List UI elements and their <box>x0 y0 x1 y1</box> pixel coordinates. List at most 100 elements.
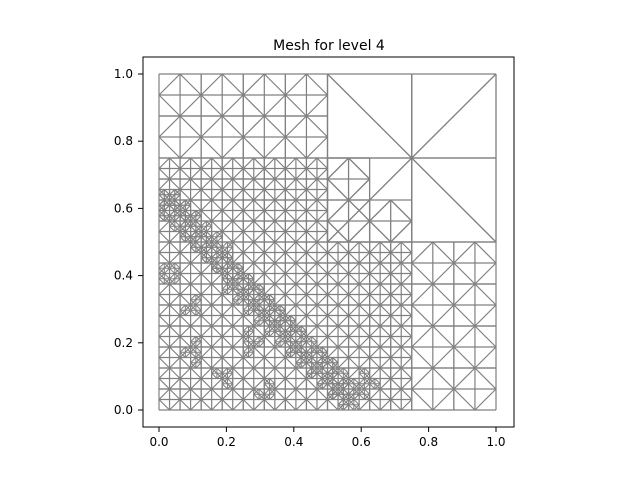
mesh-edge <box>290 315 297 322</box>
mesh-edge <box>242 178 255 190</box>
mesh-edge <box>474 367 497 390</box>
mesh-edge <box>353 399 360 406</box>
mesh-edge <box>411 346 434 369</box>
mesh-edge <box>200 378 213 390</box>
mesh-edge <box>358 393 365 400</box>
mesh-edge <box>316 346 323 353</box>
mesh-edge <box>369 273 381 285</box>
mesh-edge <box>179 262 192 274</box>
mesh-edge <box>232 378 244 390</box>
mesh-edge <box>369 252 381 264</box>
mesh-edge <box>221 325 234 337</box>
mesh-edge <box>306 304 318 316</box>
mesh-edge <box>195 294 202 301</box>
mesh-edge <box>306 241 318 253</box>
mesh-edge <box>279 325 286 332</box>
mesh-edge <box>195 304 202 311</box>
mesh-edge <box>295 346 302 353</box>
mesh-edge <box>269 294 276 301</box>
mesh-edge <box>263 299 270 306</box>
mesh-edge <box>348 220 371 243</box>
mesh-edge <box>158 294 170 306</box>
mesh-edge <box>200 73 223 96</box>
mesh-edge <box>332 393 339 400</box>
mesh-edge <box>221 336 234 348</box>
mesh-edge <box>216 267 223 274</box>
mesh-edge <box>342 393 349 400</box>
mesh-edge <box>411 367 434 390</box>
mesh-edge <box>158 273 165 280</box>
mesh-edge <box>327 73 413 159</box>
mesh-edge <box>332 372 339 379</box>
x-tick-label: 0.8 <box>419 435 438 449</box>
mesh-edge <box>237 283 244 290</box>
mesh-edge <box>158 157 170 169</box>
mesh-edge <box>306 262 318 274</box>
mesh-edge <box>306 367 313 374</box>
mesh-edge <box>432 283 455 306</box>
mesh-edge <box>242 252 255 264</box>
mesh-edge <box>269 304 276 311</box>
mesh-edge <box>158 304 170 316</box>
mesh-edge <box>348 399 355 406</box>
mesh-edge <box>232 220 244 232</box>
mesh-edge <box>295 252 307 264</box>
mesh-edge <box>411 157 497 243</box>
mesh-edge <box>200 241 207 248</box>
mesh-edge <box>358 399 371 411</box>
mesh-edge <box>242 330 249 337</box>
mesh-edge <box>400 241 413 253</box>
mesh-edge <box>211 315 223 327</box>
mesh-edge <box>248 309 255 316</box>
mesh-edge <box>184 351 191 358</box>
mesh-edge <box>342 388 349 395</box>
mesh-edge <box>306 399 318 411</box>
mesh-edge <box>242 351 249 358</box>
mesh-edge <box>263 357 276 369</box>
mesh-edge <box>190 351 197 358</box>
mesh-edge <box>190 367 202 379</box>
mesh-edge <box>400 252 413 264</box>
mesh-edge <box>190 283 202 295</box>
mesh-edge <box>279 330 286 337</box>
mesh-edge <box>169 220 176 227</box>
mesh-edge <box>242 299 249 306</box>
mesh-edge <box>216 262 223 269</box>
mesh-edge <box>242 283 249 290</box>
mesh-edge <box>248 341 255 348</box>
mesh-edge <box>295 388 307 400</box>
mesh-edge <box>253 168 265 180</box>
mesh-edge <box>221 241 228 248</box>
mesh-edge <box>311 362 318 369</box>
mesh-edge <box>232 267 239 274</box>
mesh-edge <box>284 378 297 390</box>
mesh-edge <box>285 320 291 327</box>
mesh-edge <box>279 315 286 322</box>
mesh-edge <box>200 262 213 274</box>
mesh-edge <box>311 372 318 379</box>
mesh-edge <box>379 252 392 264</box>
mesh-edge <box>221 246 228 253</box>
mesh-edge <box>237 288 244 295</box>
mesh-edge <box>232 168 244 180</box>
mesh-edge <box>174 215 181 222</box>
mesh-edge <box>195 351 202 358</box>
mesh-edge <box>400 262 413 274</box>
mesh-edge <box>179 225 186 232</box>
mesh-edge <box>332 367 339 374</box>
mesh-edge <box>169 315 181 327</box>
mesh-edge <box>327 157 350 180</box>
mesh-edge <box>200 357 213 369</box>
mesh-edge <box>258 315 265 322</box>
mesh-edge <box>295 294 307 306</box>
mesh-edge <box>190 199 202 211</box>
mesh-edge <box>327 383 334 390</box>
mesh-edge <box>158 325 170 337</box>
mesh-edge <box>263 157 276 169</box>
mesh-edge <box>200 231 207 238</box>
mesh-edge <box>290 336 297 343</box>
mesh-edge <box>258 288 265 295</box>
mesh-edge <box>179 199 186 206</box>
mesh-edge <box>253 341 260 348</box>
